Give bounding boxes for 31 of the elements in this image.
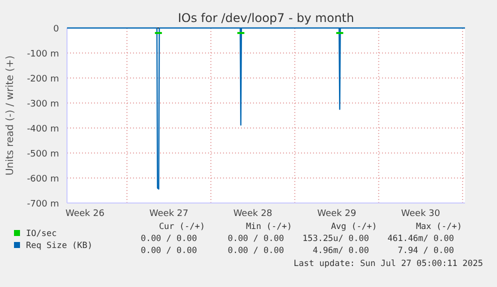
x-tick-label: Week 28 bbox=[233, 209, 273, 219]
y-tick-label: -300 m bbox=[26, 100, 59, 110]
y-tick-label: -600 m bbox=[26, 174, 59, 184]
legend-label: Req Size (KB) bbox=[26, 241, 93, 251]
y-axis-title: Units read (-) / write (+) bbox=[5, 55, 16, 176]
text: 0.00 / 0.00 bbox=[140, 246, 197, 256]
y-tick-label: 0 bbox=[53, 24, 60, 34]
line-series bbox=[66, 27, 466, 190]
x-tick-label: Week 27 bbox=[149, 209, 188, 219]
text: 0.00 / 0.00 bbox=[228, 234, 284, 244]
y-tick-label: -500 m bbox=[26, 150, 59, 160]
x-tick-label: Week 29 bbox=[317, 209, 356, 219]
y-tick-label: -700 m bbox=[26, 200, 59, 210]
text: 461.46m/ 0.00 bbox=[387, 234, 454, 244]
legend-label: IO/sec bbox=[26, 229, 57, 239]
text: Cur (-/+) bbox=[158, 222, 205, 232]
text: Avg (-/+) bbox=[330, 222, 377, 232]
x-tick-label: Week 30 bbox=[401, 209, 440, 219]
text: Max (-/+) bbox=[416, 222, 462, 232]
y-tick-label: -400 m bbox=[26, 124, 59, 134]
chart-title: IOs for /dev/loop7 - by month bbox=[178, 11, 354, 25]
y-tick-label: -100 m bbox=[26, 50, 59, 60]
x-tick-label: Week 26 bbox=[65, 209, 105, 219]
text: 0.00 / 0.00 bbox=[228, 246, 284, 256]
text: 7.94 / 0.00 bbox=[398, 246, 454, 256]
text: Min (-/+) bbox=[246, 222, 292, 232]
text: 4.96m/ 0.00 bbox=[312, 246, 369, 256]
y-tick-label: -200 m bbox=[26, 74, 59, 84]
text: 0.00 / 0.00 bbox=[140, 234, 197, 244]
text: Last update: Sun Jul 27 05:00:11 2025 bbox=[294, 259, 483, 269]
text: 153.25u/ 0.00 bbox=[302, 234, 369, 244]
